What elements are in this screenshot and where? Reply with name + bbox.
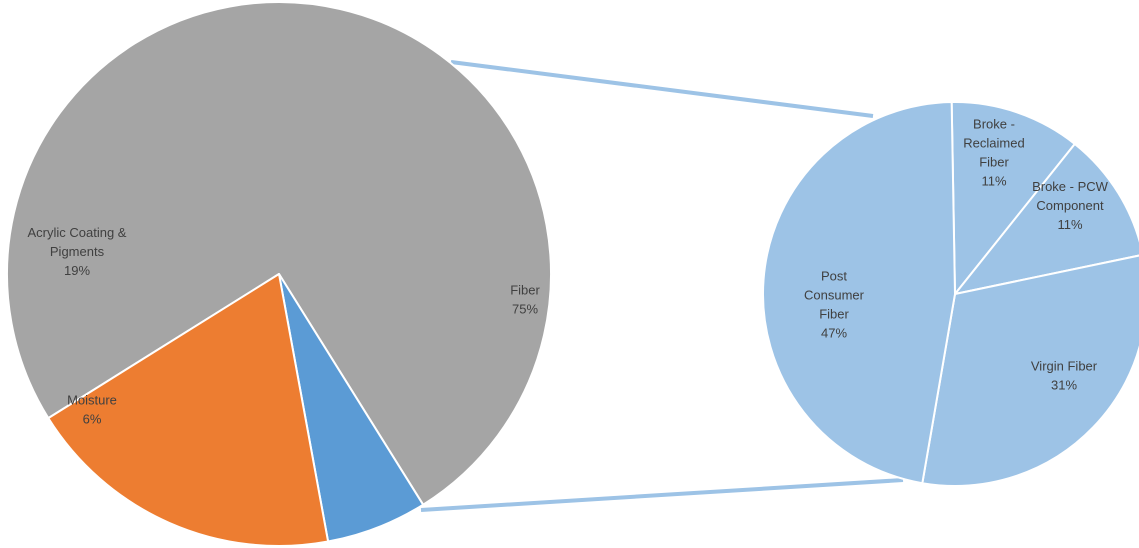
connector-line-top [450,60,874,118]
breakout-connectors [420,60,904,512]
main-pie [6,1,552,547]
slice-post-consumer-fiber [762,101,956,485]
slice-broke-reclaimed-fiber [950,101,1076,295]
slice-fiber [6,1,552,506]
slice-virgin-fiber [921,254,1139,487]
data-label-post-consumer-fiber: Post Consumer Fiber 47% [804,269,865,341]
data-labels: Fiber 75% Moisture 6% Acrylic Coating & Pigme… [28,117,1109,427]
data-label-virgin-fiber: Virgin Fiber 31% [1031,359,1098,393]
connector-line-bottom [420,478,904,512]
data-label-acrylic-coating-and-pigments: Acrylic Coating & Pigments 19% [28,225,127,278]
data-label-broke-reclaimed-fiber: Broke -Reclaimed Fiber 11% [963,117,1024,189]
slice-acrylic-coating-and-pigments [47,273,330,547]
data-label-moisture: Moisture 6% [67,393,117,427]
breakout-pie [762,101,1139,487]
slice-broke-pcw-component [954,142,1139,295]
data-label-broke-pcw-component: Broke - PCW Component 11% [1032,179,1109,232]
data-label-fiber: Fiber 75% [510,283,540,317]
